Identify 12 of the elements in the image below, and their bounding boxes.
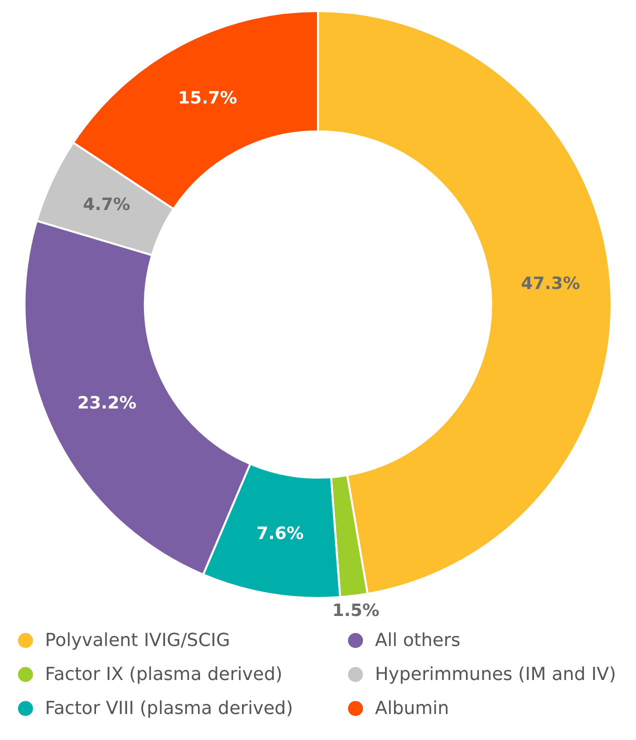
- legend-label: Hyperimmunes (IM and IV): [375, 664, 616, 684]
- legend-label: Albumin: [375, 698, 450, 718]
- data-label: 7.6%: [256, 524, 304, 544]
- legend-label: Polyvalent IVIG/SCIG: [45, 630, 230, 650]
- data-label: 23.2%: [77, 393, 136, 414]
- data-label: 15.7%: [178, 88, 238, 108]
- legend-label: Factor VIII (plasma derived): [45, 698, 294, 718]
- legend-label: All others: [375, 630, 460, 650]
- data-label: 4.7%: [82, 195, 130, 216]
- data-label: 47.3%: [521, 274, 580, 294]
- data-label: 1.5%: [332, 601, 380, 622]
- legend-label: Factor IX (plasma derived): [45, 664, 282, 684]
